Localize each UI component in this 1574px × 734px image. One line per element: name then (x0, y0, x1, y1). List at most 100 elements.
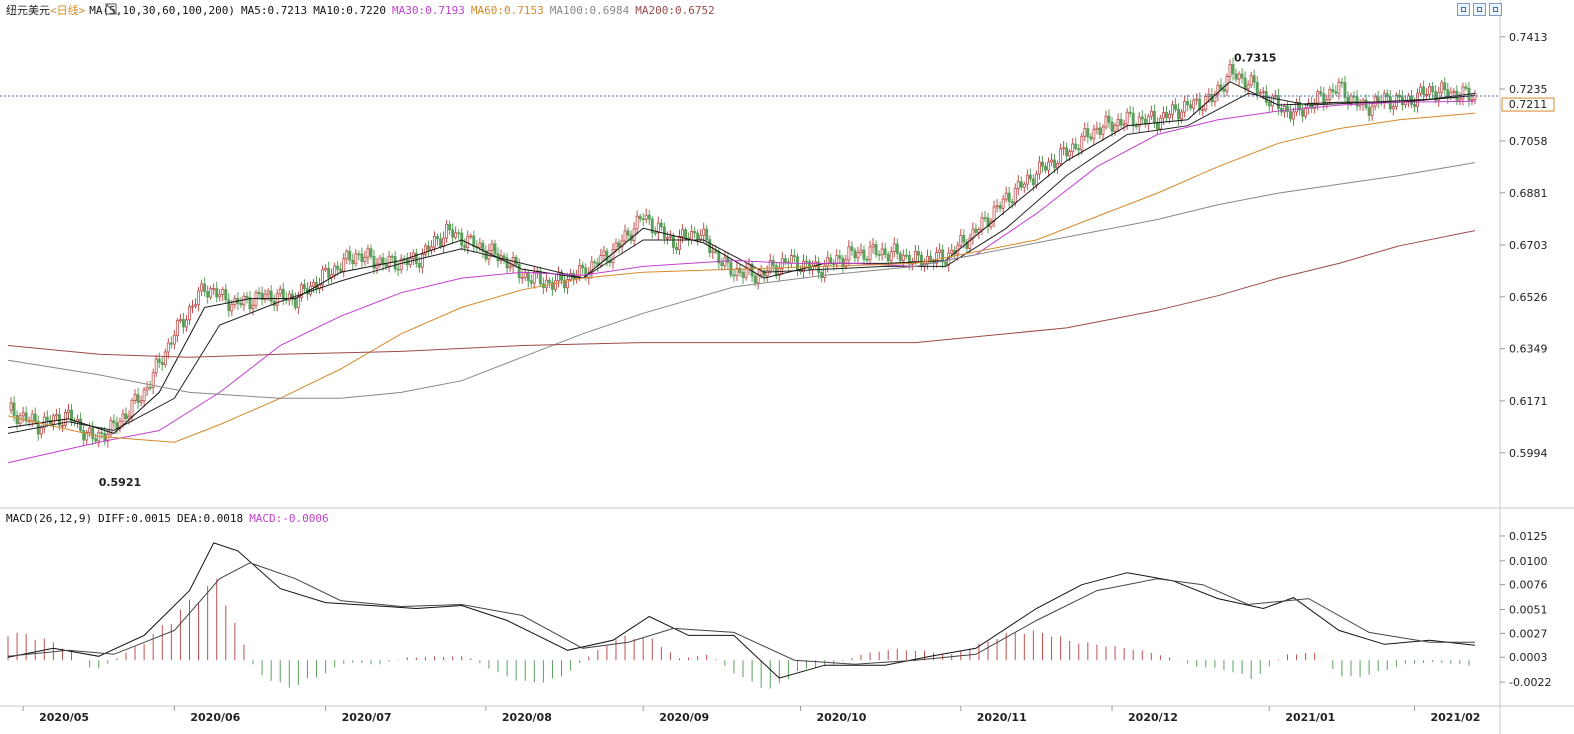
zoom-out-icon[interactable] (1473, 3, 1486, 16)
candle-body (693, 231, 697, 234)
candle-body (1107, 115, 1111, 123)
candle-body (1183, 101, 1187, 113)
candle-body (1186, 101, 1190, 106)
high-annotation: 0.7315 (1234, 52, 1276, 65)
candle-body (79, 418, 83, 431)
candle-body (720, 262, 724, 267)
candle-body (1316, 91, 1320, 105)
price-tick-label: 0.7235 (1509, 83, 1548, 96)
candle-body (805, 260, 808, 263)
candle-body (430, 246, 433, 251)
candle-body (671, 235, 675, 248)
candle-body (1152, 110, 1156, 123)
candle-body (1249, 75, 1253, 86)
candle-body (194, 304, 197, 307)
candle-body (163, 351, 167, 365)
candle-body (445, 223, 449, 239)
ma-toggle-icon[interactable] (105, 3, 117, 15)
candle-body (1337, 81, 1341, 94)
candle-body (581, 264, 585, 269)
macd-tick-label: 0.0100 (1509, 555, 1548, 568)
candle-body (699, 235, 703, 240)
candle-body (242, 295, 246, 306)
candle-body (880, 248, 884, 256)
candle-body (547, 279, 551, 284)
candle-body (15, 414, 19, 424)
candle-body (1158, 117, 1162, 130)
candle-body (1428, 86, 1432, 95)
candle-body (257, 292, 261, 294)
candle-body (302, 284, 306, 290)
candle-body (650, 218, 654, 234)
ma-prefix-label: MA(5,10,30,60,100,200) (89, 4, 235, 17)
candle-body (910, 261, 914, 265)
candle-body (493, 243, 497, 255)
candle-body (51, 415, 55, 425)
candle-body (1095, 127, 1099, 130)
candle-body (336, 265, 340, 270)
candle-body (224, 289, 228, 301)
candle-body (557, 271, 560, 282)
candle-body (287, 293, 291, 301)
price-axis: 0.7413 0.7235 0.7058 0.6881 0.6703 0.6526 0.63… (1500, 31, 1548, 460)
candle-body (148, 386, 152, 389)
candle-body (1276, 95, 1280, 109)
candle-body (656, 222, 660, 234)
candle-body (67, 409, 70, 413)
candle-body (1313, 103, 1317, 109)
ma200-label: MA200:0.6752 (635, 4, 714, 17)
candle-body (1391, 106, 1395, 110)
candle-body (913, 251, 917, 262)
candle-body (30, 413, 34, 422)
candle-body (1452, 90, 1456, 93)
candle-body (127, 415, 131, 419)
candle-body (563, 279, 567, 289)
macd-header-line: MACD(26,12,9) DIFF:0.0015 DEA:0.0018 MACD:-… (6, 512, 329, 525)
candle-body (938, 249, 942, 253)
candle-body (1022, 183, 1026, 188)
candle-body (523, 272, 527, 278)
ma60-label: MA60:0.7153 (471, 4, 544, 17)
candle-body (529, 280, 533, 284)
candle-body (1037, 161, 1041, 175)
candle-body (826, 257, 830, 267)
candle-body (681, 229, 684, 237)
candle-body (1237, 73, 1241, 80)
candle-body (423, 245, 427, 255)
ma-line-ma30 (7, 100, 1476, 464)
candle-body (1089, 136, 1093, 140)
candle-body (1289, 111, 1292, 120)
candle-body (1098, 127, 1102, 135)
candle-body (665, 237, 669, 240)
candle-body (992, 206, 996, 222)
zoom-in-icon[interactable] (1457, 3, 1470, 16)
candle-body (1001, 198, 1005, 209)
candle-body (191, 305, 194, 308)
candle-body (293, 298, 297, 308)
candle-body (324, 267, 328, 271)
candle-body (623, 230, 627, 242)
candle-body (702, 228, 706, 236)
candle-body (1240, 73, 1244, 79)
candle-body (904, 254, 908, 257)
macd-lines (7, 542, 1476, 679)
candle-body (883, 248, 887, 255)
candle-body (1422, 86, 1426, 95)
candle-body (227, 299, 231, 312)
candle-body (1282, 106, 1286, 113)
candle-body (605, 250, 609, 262)
candle-body (1134, 125, 1138, 128)
candle-body (690, 231, 694, 241)
candle-body (245, 295, 249, 299)
expand-icon[interactable] (1489, 3, 1502, 16)
candle-body (414, 252, 418, 264)
price-tick-label: 0.7413 (1509, 31, 1548, 44)
candle-body (1041, 161, 1044, 167)
macd-tick-label: 0.0051 (1509, 604, 1548, 617)
candle-body (345, 250, 349, 260)
candle-body (366, 248, 370, 258)
candle-body (599, 255, 603, 266)
candle-body (45, 416, 49, 421)
candle-body (729, 261, 733, 276)
